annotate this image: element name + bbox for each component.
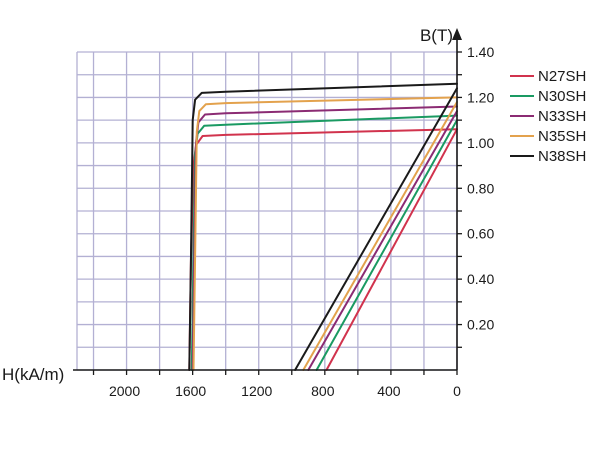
y-tick-label: 1.00 [467, 135, 494, 151]
y-tick-label: 0.80 [467, 180, 494, 196]
series-n30sh-normal-curve [315, 119, 458, 371]
x-tick-label: 800 [311, 383, 335, 399]
legend-label: N35SH [538, 128, 586, 145]
legend-item-n38sh: N38SH [510, 148, 586, 165]
legend-label: N30SH [538, 88, 586, 105]
series-n38sh-intrinsic-curve [188, 82, 458, 371]
legend-item-n35sh: N35SH [510, 128, 586, 145]
series-lines [188, 82, 458, 371]
legend-label: N38SH [538, 148, 586, 165]
series-n35sh-intrinsic-curve [192, 96, 458, 371]
series-n35sh-normal-curve [302, 101, 458, 371]
series-n33sh-normal-curve [307, 110, 458, 371]
y-tick-label: 0.20 [467, 317, 494, 333]
legend-item-n30sh: N30SH [510, 88, 586, 105]
legend-item-n33sh: N33SH [510, 108, 586, 125]
legend-label: N27SH [538, 68, 586, 85]
x-tick-label: 1200 [241, 383, 272, 399]
legend: N27SH N30SH N33SH N35SH N38SH [510, 68, 586, 165]
x-tick-label: 400 [377, 383, 401, 399]
legend-item-n27sh: N27SH [510, 68, 586, 85]
x-tick-label: 1600 [175, 383, 206, 399]
y-axis-title: B(T) [420, 26, 453, 45]
x-axis-title: H(kA/m) [2, 365, 64, 384]
legend-label: N33SH [538, 108, 586, 125]
x-tick-label: 2000 [109, 383, 140, 399]
axes: 2000 1600 1200 800 400 0 0.20 0.40 0.60 0.80 1.00 1… [2, 26, 494, 399]
y-tick-label: 1.40 [467, 44, 494, 60]
y-tick-label: 1.20 [467, 89, 494, 105]
x-tick-label: 0 [453, 383, 461, 399]
series-n38sh-normal-curve [294, 87, 458, 371]
y-axis-arrow-icon [452, 28, 462, 40]
y-tick-label: 0.60 [467, 226, 494, 242]
y-tick-label: 0.40 [467, 271, 494, 287]
series-n27sh-normal-curve [325, 128, 458, 371]
